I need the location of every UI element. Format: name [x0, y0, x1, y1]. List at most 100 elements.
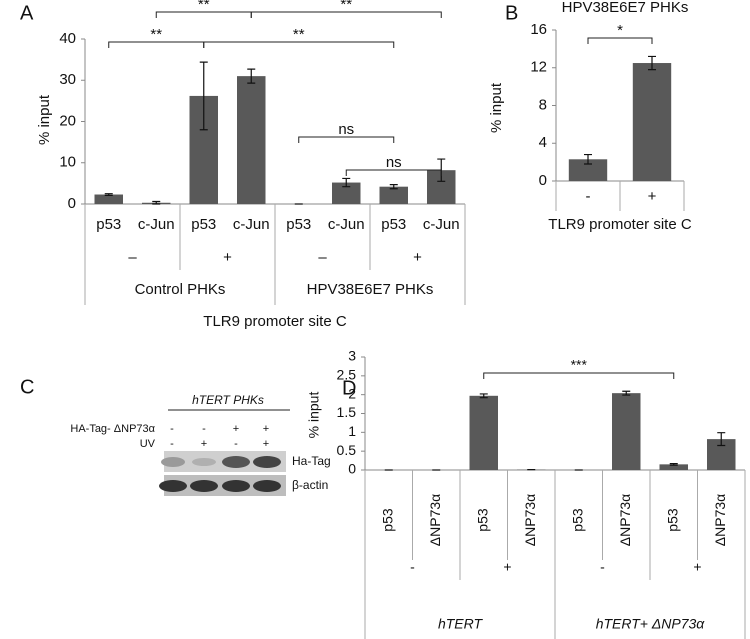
significance-label: ** [340, 0, 352, 13]
band [161, 457, 185, 467]
y-tick-label: 10 [59, 154, 76, 171]
error-bar [717, 432, 726, 447]
y-tick-label: 20 [59, 112, 76, 129]
error-bar [152, 200, 161, 205]
error-bar [199, 61, 208, 131]
blot-title: hTERT PHKs [192, 393, 264, 407]
blot-panel: C hTERT PHKs HA-Tag- ΔNP73α UV - - + + -… [20, 376, 331, 496]
error-bar [622, 390, 631, 396]
lane-sign: - [202, 423, 206, 435]
significance-label: *** [571, 357, 588, 373]
bar [237, 76, 266, 204]
x-tick-label: c-Jun [138, 216, 175, 233]
error-bar [389, 184, 398, 190]
x-tick-label: p53 [96, 216, 121, 233]
band [190, 480, 218, 492]
x-tick-label: ΔNP73α [427, 494, 443, 546]
y-tick-label: 0.5 [337, 442, 357, 458]
supergroup-label: Control PHKs [135, 281, 226, 298]
y-tick-label: 2.5 [337, 367, 357, 383]
significance-bracket [483, 372, 675, 379]
significance-bracket [345, 169, 442, 176]
bar [568, 159, 608, 181]
lane-sign: + [263, 438, 269, 450]
row-label: HA-Tag- ΔNP73α [70, 423, 155, 435]
panel-letter: D [342, 377, 356, 399]
supergroup-label: hTERT [438, 616, 484, 632]
x-tick-label: p53 [664, 508, 680, 532]
band [222, 480, 250, 492]
x-tick-label: p53 [191, 216, 216, 233]
panel-letter: A [20, 2, 34, 24]
bar [94, 194, 123, 204]
group-label: + [413, 249, 422, 266]
y-tick-label: 0 [68, 195, 76, 212]
lane-sign: + [201, 438, 207, 450]
y-tick-label: 1 [348, 423, 356, 439]
x-tick-label: ΔNP73α [617, 494, 633, 546]
band [222, 456, 250, 468]
bar [612, 393, 641, 470]
group-label: – [128, 249, 137, 266]
lane-sign: - [170, 423, 174, 435]
x-axis-label: TLR9 promoter site C [548, 216, 692, 233]
error-bar [247, 68, 256, 84]
group-label: – [318, 249, 327, 266]
band-label: Ha-Tag [292, 454, 331, 468]
x-tick-label: p53 [379, 508, 395, 532]
x-tick-label: ΔNP73α [522, 494, 538, 546]
x-tick-label: c-Jun [423, 216, 460, 233]
significance-label: ns [386, 154, 402, 171]
band-label: β-actin [292, 478, 328, 492]
x-tick-label: p53 [569, 508, 585, 532]
group-label: - [600, 559, 605, 575]
panel-letter: C [20, 376, 34, 398]
group-label: + [223, 249, 232, 266]
x-tick-label: + [648, 188, 657, 205]
error-bar [479, 393, 488, 399]
significance-bracket [587, 37, 653, 44]
error-bar [342, 177, 351, 188]
significance-label: ** [150, 26, 162, 43]
bar [659, 464, 688, 470]
significance-bracket [203, 41, 395, 48]
lane-sign: - [234, 438, 238, 450]
y-tick-label: 0 [539, 172, 547, 189]
y-axis-label: % input [488, 82, 505, 133]
y-tick-label: 30 [59, 71, 76, 88]
y-axis-label: % input [36, 94, 53, 145]
y-tick-label: 40 [59, 30, 76, 47]
band [253, 480, 281, 492]
significance-bracket [298, 136, 395, 143]
x-tick-label: c-Jun [328, 216, 365, 233]
group-label: + [503, 559, 511, 575]
error-bar [104, 193, 113, 196]
row-label: UV [140, 438, 156, 450]
y-tick-label: 4 [539, 134, 547, 151]
supergroup-label: HPV38E6E7 PHKs [307, 281, 434, 298]
band [159, 480, 187, 492]
supergroup-label: hTERT+ ΔNP73α [596, 616, 706, 632]
x-tick-label: p53 [381, 216, 406, 233]
y-tick-label: 3 [348, 348, 356, 364]
bar [332, 182, 361, 204]
x-axis-label: TLR9 promoter site C [203, 313, 347, 330]
significance-label: * [617, 22, 623, 39]
x-tick-label: c-Jun [233, 216, 270, 233]
bar [632, 63, 672, 181]
error-bar [648, 55, 656, 71]
bar [379, 186, 408, 204]
lane-sign: + [233, 423, 239, 435]
group-label: - [410, 559, 415, 575]
group-label: + [693, 559, 701, 575]
y-tick-label: 2 [348, 385, 356, 401]
error-bar [584, 153, 592, 165]
x-tick-label: ΔNP73α [712, 494, 728, 546]
x-tick-label: - [586, 188, 591, 205]
band [192, 458, 216, 466]
significance-label: ** [293, 26, 305, 43]
lane-sign: + [263, 423, 269, 435]
y-tick-label: 12 [530, 59, 547, 76]
x-tick-label: p53 [474, 508, 490, 532]
bar [469, 395, 498, 470]
